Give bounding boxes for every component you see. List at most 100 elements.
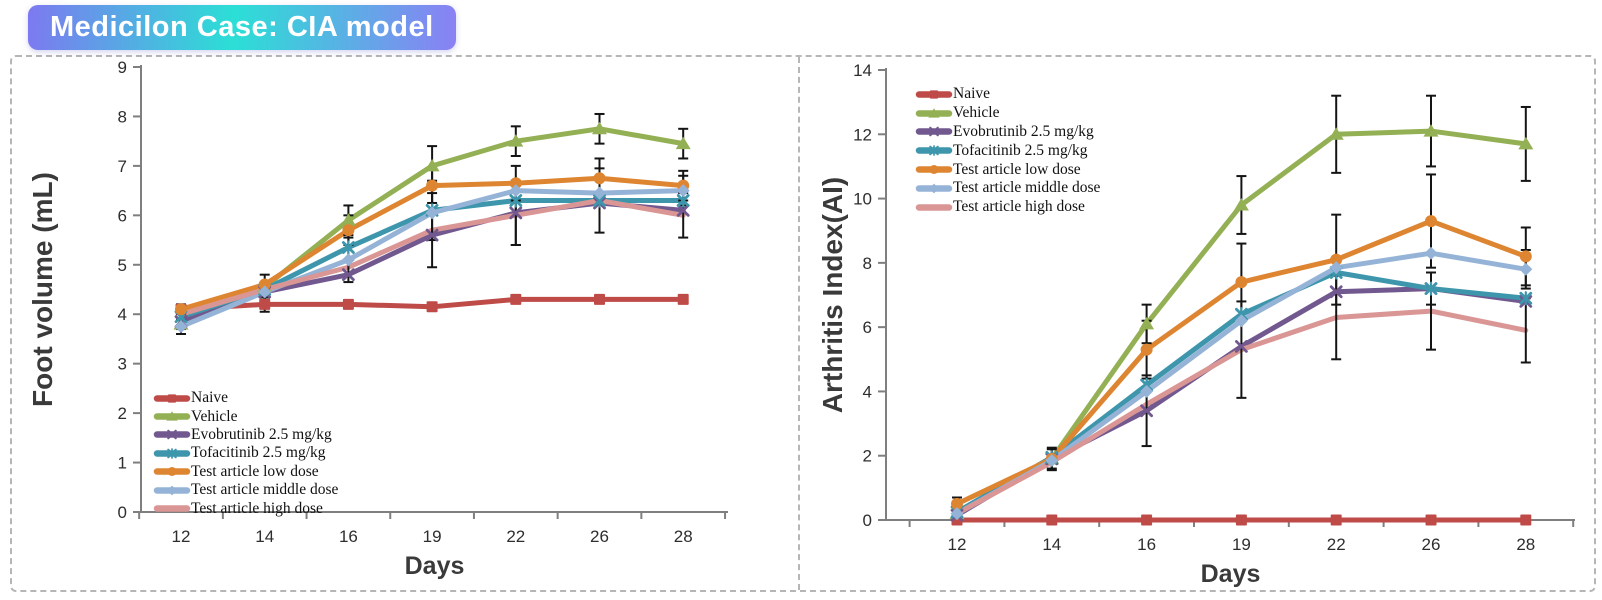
data-point-marker bbox=[675, 136, 691, 150]
x-tick-label: 12 bbox=[172, 527, 191, 546]
legend-item-evobrutinib-2-5-mg-kg: Evobrutinib 2.5 mg/kg bbox=[153, 426, 338, 444]
data-point-marker bbox=[509, 206, 523, 220]
data-point-marker bbox=[1045, 454, 1059, 468]
data-point-marker bbox=[167, 448, 177, 459]
data-point-marker bbox=[1424, 246, 1438, 260]
data-point-marker bbox=[509, 177, 522, 190]
y-tick-label: 2 bbox=[863, 447, 872, 466]
legend-label: Evobrutinib 2.5 mg/kg bbox=[191, 425, 332, 443]
legend-label: Test article low dose bbox=[953, 160, 1081, 178]
legend-label: Test article middle dose bbox=[953, 179, 1101, 197]
data-point-marker bbox=[258, 278, 271, 291]
legend-swatch bbox=[153, 505, 191, 512]
data-point-marker bbox=[676, 184, 690, 198]
legend-swatch bbox=[915, 165, 953, 175]
foot-volume-legend: Naive Vehicle Evobrutinib 2.5 mg/kg Tofacit… bbox=[153, 389, 338, 518]
x-tick-label: 26 bbox=[590, 527, 609, 546]
data-point-marker bbox=[174, 320, 188, 334]
data-point-marker bbox=[1520, 514, 1532, 526]
data-point-marker bbox=[341, 268, 355, 282]
data-point-marker bbox=[1046, 514, 1058, 526]
y-tick-label: 0 bbox=[118, 503, 127, 522]
y-tick-label: 5 bbox=[118, 256, 127, 275]
y-tick-label: 7 bbox=[118, 157, 127, 176]
y-tick-label: 9 bbox=[118, 58, 127, 77]
data-point-marker bbox=[929, 145, 939, 157]
x-tick-label: 16 bbox=[1137, 535, 1156, 554]
legend-swatch bbox=[915, 127, 953, 137]
data-point-marker bbox=[426, 179, 439, 192]
legend-label: Test article high dose bbox=[191, 499, 323, 517]
data-point-marker bbox=[167, 467, 177, 477]
y-tick-label: 8 bbox=[118, 107, 127, 126]
x-tick-label: 12 bbox=[948, 535, 967, 554]
legend-swatch bbox=[915, 203, 953, 211]
data-point-marker bbox=[929, 90, 939, 99]
arthritis-index-panel: 0 2 4 6 8 10 12 14 12 14 16 19 22 26 28 Arthritis Index… bbox=[800, 57, 1590, 590]
data-point-marker bbox=[166, 411, 178, 421]
x-tick-label: 16 bbox=[339, 527, 358, 546]
data-point-marker bbox=[508, 134, 524, 147]
data-point-marker bbox=[1425, 215, 1437, 228]
legend-item-naive: Naive bbox=[153, 389, 338, 407]
data-point-marker bbox=[1425, 514, 1437, 526]
legend-label: Tofacitinib 2.5 mg/kg bbox=[953, 141, 1088, 159]
legend-swatch bbox=[915, 90, 953, 99]
legend-label: Naive bbox=[191, 389, 229, 407]
arthritis-index-chart: 0 2 4 6 8 10 12 14 12 14 16 19 22 26 28 Arthritis Index… bbox=[817, 61, 1575, 588]
data-point-marker bbox=[341, 240, 355, 255]
data-point-marker bbox=[342, 224, 355, 237]
data-point-marker bbox=[342, 298, 354, 310]
data-point-marker bbox=[1235, 514, 1247, 526]
y-tick-label: 12 bbox=[853, 125, 872, 144]
data-point-marker bbox=[1141, 514, 1153, 526]
data-point-marker bbox=[425, 206, 439, 220]
x-tick-label: 22 bbox=[506, 527, 525, 546]
data-point-marker bbox=[424, 158, 440, 172]
data-point-marker bbox=[1139, 316, 1155, 330]
data-point-marker bbox=[929, 165, 939, 175]
arthritis-index-legend: Naive Vehicle Evobrutinib 2.5 mg/kg Tofacit… bbox=[915, 85, 1100, 217]
legend-label: Evobrutinib 2.5 mg/kg bbox=[953, 122, 1094, 140]
legend-item-test-article-middle-dose: Test article middle dose bbox=[915, 179, 1100, 198]
data-point-marker bbox=[167, 394, 177, 403]
x-tick-label: 22 bbox=[1327, 535, 1346, 554]
data-point-marker bbox=[510, 293, 522, 305]
data-point-marker bbox=[1329, 285, 1343, 299]
title-text: Medicilon Case: CIA model bbox=[50, 11, 434, 43]
data-point-marker bbox=[1140, 404, 1154, 418]
markers-test-article-low-dose bbox=[175, 172, 690, 316]
data-point-marker bbox=[1519, 262, 1533, 276]
legend-swatch bbox=[153, 394, 191, 403]
data-point-marker bbox=[1328, 127, 1344, 140]
y-tick-label: 6 bbox=[118, 206, 127, 225]
data-point-marker bbox=[258, 285, 272, 299]
y-tick-label: 4 bbox=[863, 382, 872, 401]
data-point-marker bbox=[1234, 314, 1248, 328]
y-tick-label: 3 bbox=[118, 355, 127, 374]
legend-item-evobrutinib-2-5-mg-kg: Evobrutinib 2.5 mg/kg bbox=[915, 123, 1100, 142]
y-tick-label: 14 bbox=[853, 61, 872, 80]
data-point-marker bbox=[340, 213, 356, 226]
legend-label: Vehicle bbox=[953, 104, 1000, 122]
legend-label: Test article middle dose bbox=[191, 481, 339, 499]
data-point-marker bbox=[951, 497, 963, 510]
data-point-marker bbox=[1330, 514, 1342, 526]
data-point-marker bbox=[167, 430, 177, 440]
title-badge: Medicilon Case: CIA model bbox=[28, 5, 456, 50]
data-point-marker bbox=[1330, 253, 1343, 266]
data-point-marker bbox=[929, 127, 939, 137]
legend-label: Naive bbox=[953, 85, 991, 103]
legend-item-tofacitinib-2-5-mg-kg: Tofacitinib 2.5 mg/kg bbox=[153, 444, 338, 462]
data-point-marker bbox=[175, 303, 187, 316]
y-tick-label: 1 bbox=[118, 454, 127, 473]
y-tick-label: 2 bbox=[118, 404, 127, 423]
data-point-marker bbox=[167, 485, 177, 496]
legend-item-naive: Naive bbox=[915, 85, 1100, 104]
data-point-marker bbox=[1423, 124, 1439, 137]
data-point-marker bbox=[1424, 281, 1438, 296]
legend-item-test-article-low-dose: Test article low dose bbox=[915, 160, 1100, 179]
legend-item-test-article-low-dose: Test article low dose bbox=[153, 463, 338, 481]
